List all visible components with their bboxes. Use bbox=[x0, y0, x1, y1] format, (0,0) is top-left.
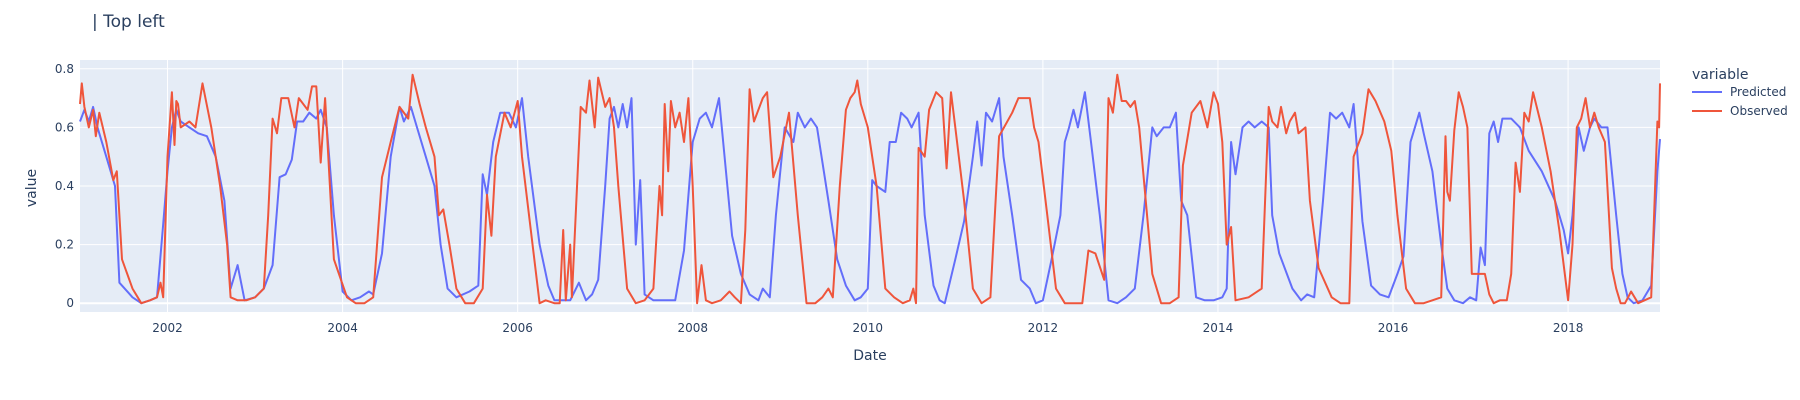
x-tick-label: 2018 bbox=[1553, 321, 1584, 335]
y-tick-label: 0 bbox=[66, 296, 74, 310]
y-tick-label: 0.4 bbox=[55, 179, 74, 193]
legend-title: variable bbox=[1692, 67, 1748, 83]
chart-title: | Top left bbox=[92, 12, 165, 32]
y-tick-labels: 0 0.2 0.4 0.6 0.8 bbox=[55, 62, 74, 310]
series-line-observed bbox=[79, 73, 1661, 305]
series-line-predicted bbox=[79, 91, 1661, 305]
legend: variable Predicted Observed bbox=[1692, 67, 1788, 118]
y-tick-label: 0.2 bbox=[55, 238, 74, 252]
legend-label-observed: Observed bbox=[1730, 104, 1788, 118]
x-tick-label: 2004 bbox=[327, 321, 358, 335]
x-tick-label: 2002 bbox=[152, 321, 183, 335]
x-tick-label: 2008 bbox=[677, 321, 708, 335]
gridlines bbox=[80, 60, 1660, 312]
x-tick-label: 2012 bbox=[1028, 321, 1059, 335]
x-tick-label: 2014 bbox=[1203, 321, 1234, 335]
x-tick-labels: 2002 2004 2006 2008 2010 2012 2014 2016 2018 bbox=[152, 321, 1583, 335]
x-axis-title: Date bbox=[853, 348, 886, 364]
x-tick-label: 2016 bbox=[1378, 321, 1409, 335]
y-axis-title: value bbox=[24, 169, 40, 207]
series-layer bbox=[79, 73, 1661, 305]
legend-label-predicted: Predicted bbox=[1730, 85, 1786, 99]
y-tick-label: 0.6 bbox=[55, 120, 74, 134]
x-tick-label: 2010 bbox=[853, 321, 884, 335]
x-tick-label: 2006 bbox=[502, 321, 533, 335]
y-tick-label: 0.8 bbox=[55, 62, 74, 76]
